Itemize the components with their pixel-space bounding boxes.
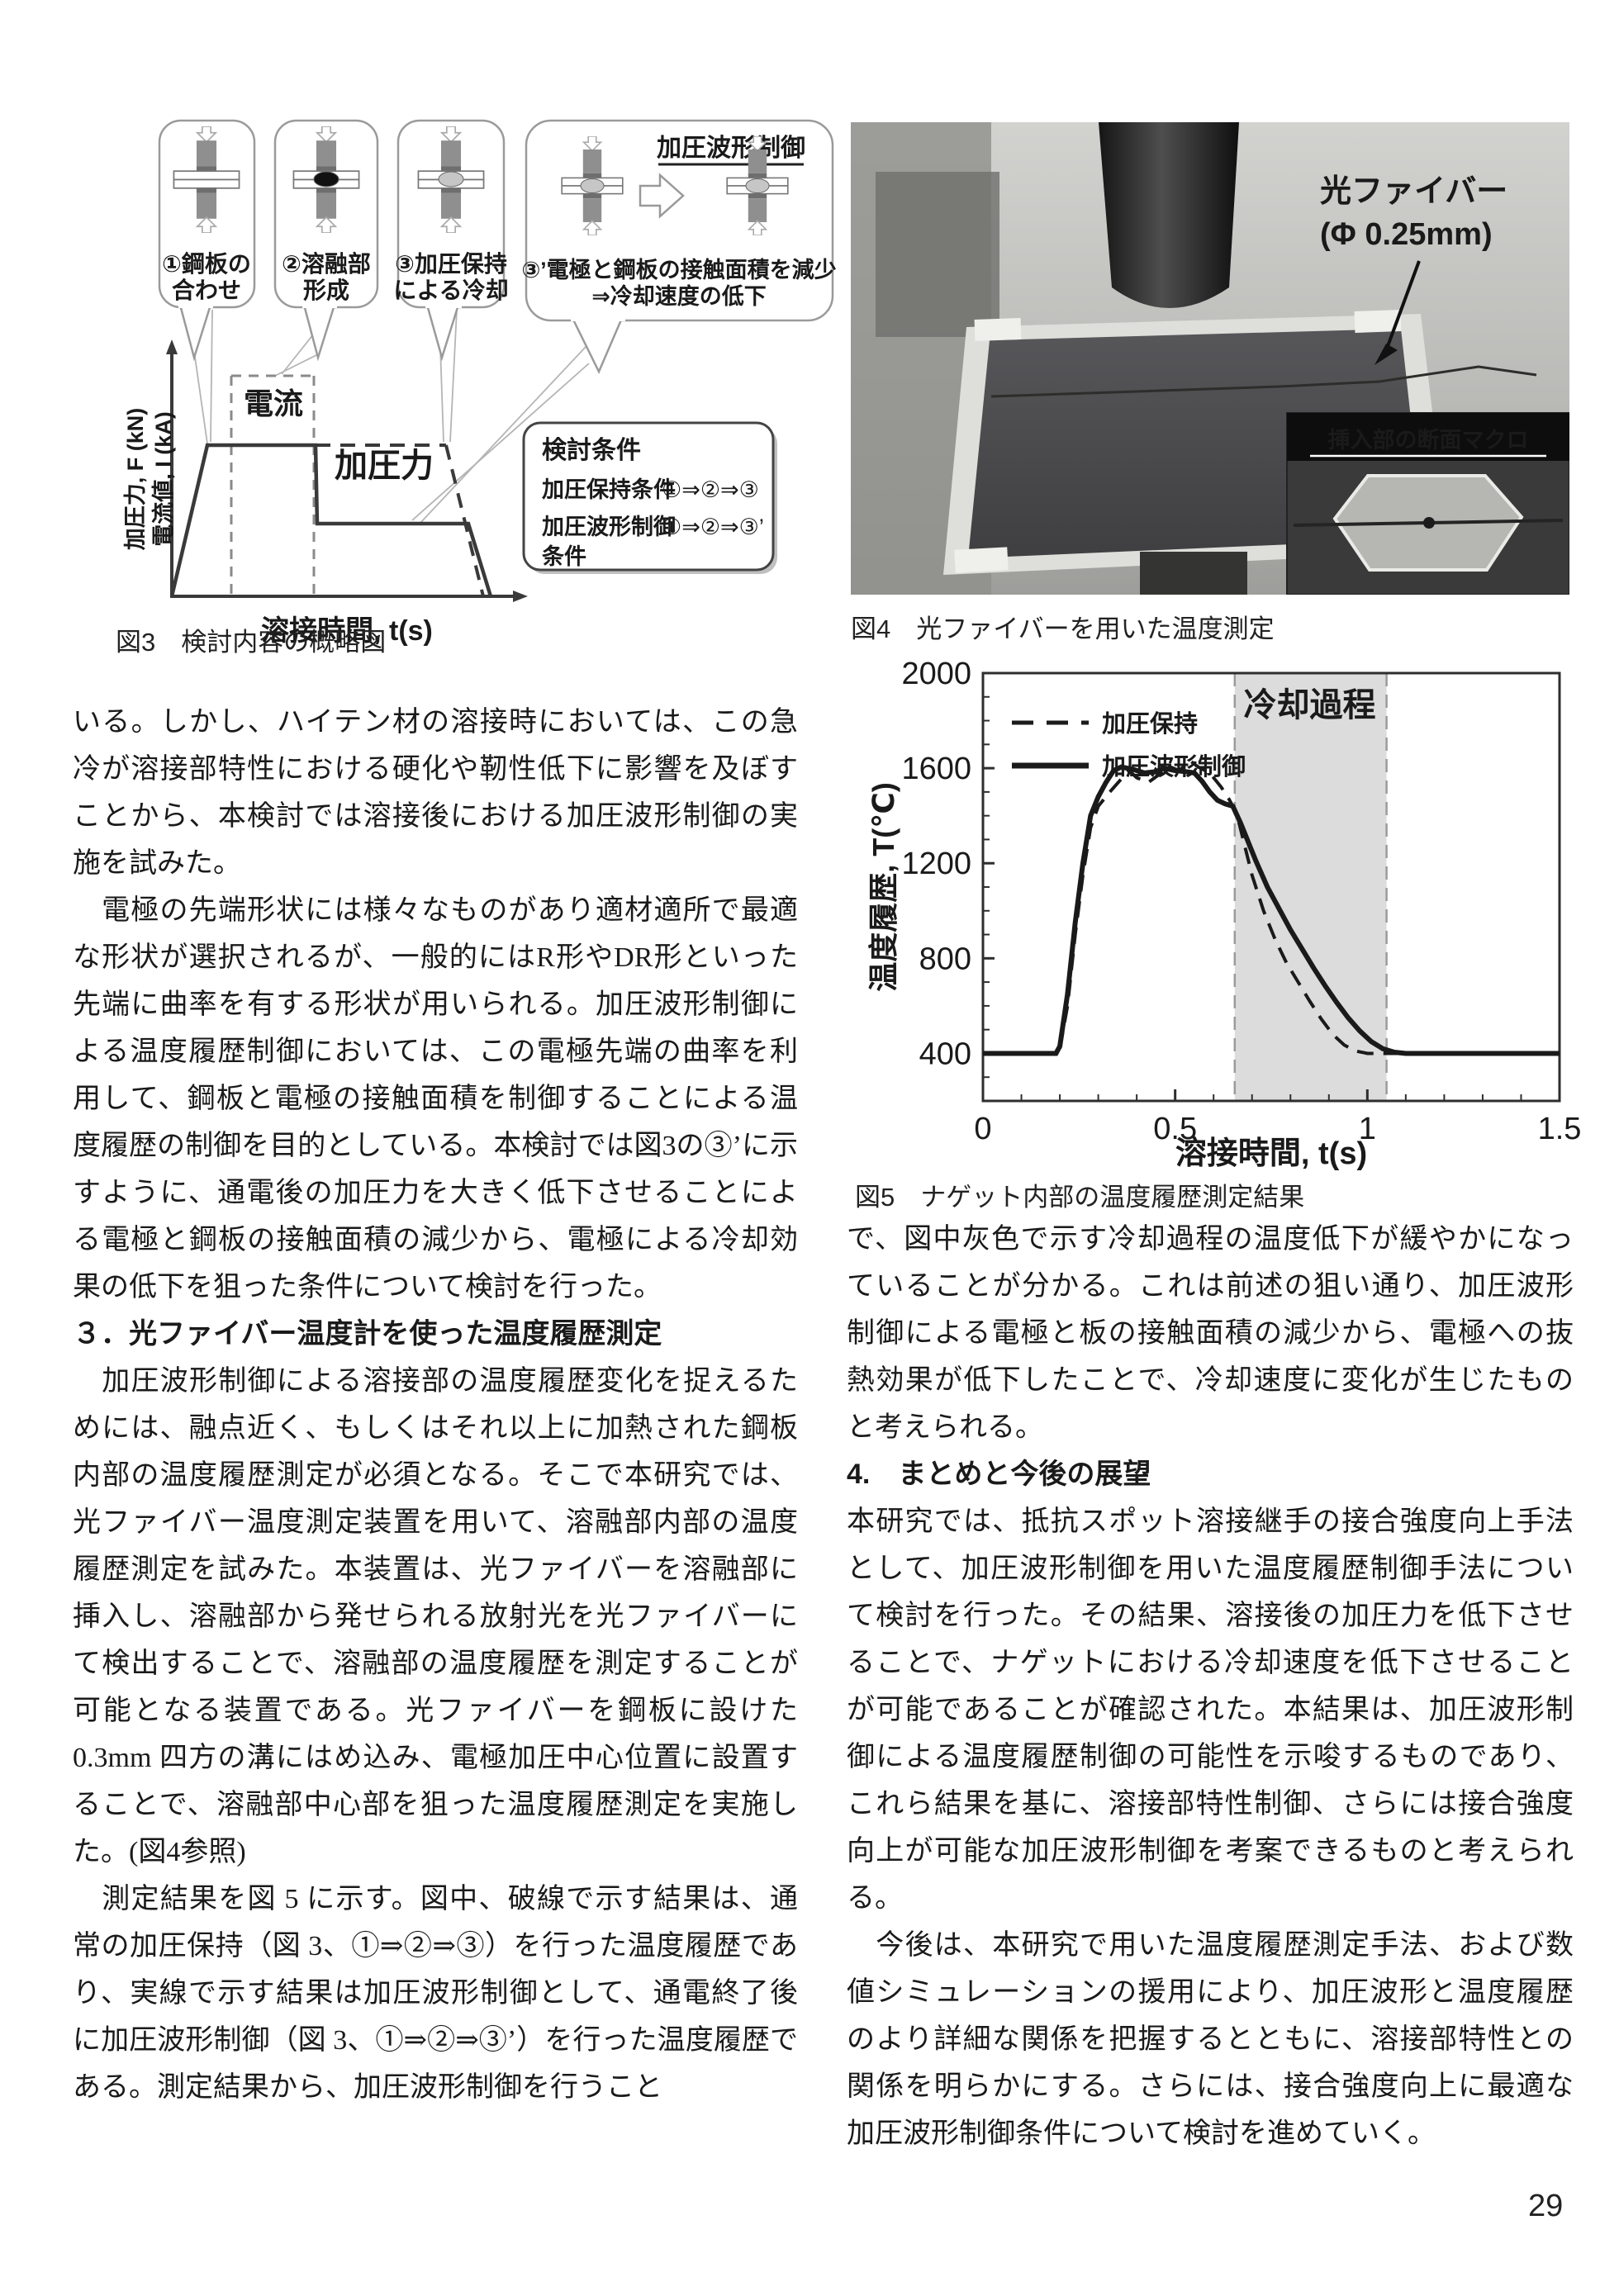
fiber-pointer-arrow [1383, 260, 1421, 356]
figure3-panel-4: 加圧波形制御 ③’電極と鋼板の接触面積を減少 ⇒冷却速度の低下 [521, 119, 837, 374]
x-tick-label: 0 [974, 1112, 991, 1146]
x-tick-label: 1 [1359, 1112, 1376, 1146]
svg-text:合わせ: 合わせ [172, 277, 241, 303]
cross-section-inset: 挿入部の断面マクロ [1286, 412, 1570, 595]
figure4-caption: 図4 光ファイバーを用いた温度測定 [851, 614, 1275, 643]
figure3-schematic: ①鋼板の 合わせ ②溶融部 形成 ③加圧保持 による冷却 [70, 70, 838, 673]
lower-electrode [1140, 552, 1247, 595]
inset-title: 挿入部の断面マクロ [1328, 427, 1529, 453]
fig5-xlabel: 溶接時間, t(s) [1175, 1136, 1367, 1171]
legend-加圧波形制御: 加圧波形制御 [1102, 753, 1246, 780]
nugget-cooling [438, 171, 464, 187]
conditions-title: 検討条件 [542, 436, 641, 464]
nugget-cooling [745, 178, 770, 193]
right-column: で、図中灰色で示す冷却過程の温度低下が緩やかになっていることが分かる。これは前述… [847, 1216, 1574, 2157]
x-tick-label: 0.5 [1153, 1112, 1197, 1146]
upper-electrode [1099, 122, 1239, 308]
figure3-svg: ①鋼板の 合わせ ②溶融部 形成 ③加圧保持 による冷却 [123, 119, 837, 647]
section4-heading: 4. まとめと今後の展望 [847, 1459, 1151, 1490]
transition-arrow-icon [639, 173, 685, 219]
panel2-label: ②溶融部 [282, 250, 371, 277]
y-tick-label: 800 [919, 942, 971, 976]
optical-fiber-line [990, 365, 1537, 398]
condition-row2-name: 加圧波形制御 [542, 515, 676, 539]
y-tick-label: 400 [919, 1037, 971, 1071]
figure4-photo-svg: 光ファイバー (Φ 0.25mm) 挿入部の断面マクロ [851, 122, 1570, 595]
paragraph: 電極の先端形状には様々なものがあり適材適所で最適な形状が選択されるが、一般的には… [73, 895, 798, 1302]
panel4-label: ③’電極と鋼板の接触面積を減少 [521, 258, 836, 282]
paragraph: 加圧波形制御による溶接部の温度履歴変化を捉えるためには、融点近く、もしくはそれ以… [73, 1366, 798, 1867]
fig3-xlabel: 溶接時間, t(s) [261, 615, 433, 647]
figure5-caption: 図5 ナゲット内部の温度履歴測定結果 [855, 1183, 1305, 1212]
force-label: 加圧力 [335, 448, 434, 484]
nugget-molten [313, 171, 339, 187]
x-tick-label: 1.5 [1538, 1112, 1582, 1146]
paragraph: いる。しかし、ハイテン材の溶接時においては、この急冷が溶接部特性における硬化や靭… [73, 707, 798, 879]
nugget-cooling [580, 178, 605, 193]
svg-text:⇒冷却速度の低下: ⇒冷却速度の低下 [591, 283, 767, 309]
condition-row1-name: 加圧保持条件 [542, 477, 676, 502]
cooling-region-label: 冷却過程 [1244, 687, 1376, 723]
fig3-ylabel-current: 電流値, I (kA) [151, 411, 176, 547]
series-加圧保持 [983, 758, 1560, 1055]
figure5-chart: 冷却過程 400 800 1200 1600 2000 0 0.5 1 1.5 加圧保持加圧波形制御… [843, 640, 1586, 1173]
paragraph: で、図中灰色で示す冷却過程の温度低下が緩やかになっていることが分かる。これは前述… [847, 1224, 1574, 1443]
svg-text:による冷却: による冷却 [393, 278, 508, 303]
section3-heading: ３．光ファイバー温度計を使った温度履歴測定 [73, 1318, 662, 1350]
condition-row2-name-cont: 条件 [542, 544, 586, 569]
condition-row1-value: ①⇒②⇒③ [662, 477, 759, 502]
current-label: 電流 [244, 387, 303, 420]
svg-text:形成: 形成 [303, 278, 349, 303]
y-tick-label: 1600 [901, 752, 971, 786]
condition-row2-value: ①⇒②⇒③’ [662, 515, 764, 539]
figure3-conditions-box: 検討条件 加圧保持条件 ①⇒②⇒③ 加圧波形制御 ①⇒②⇒③’ 条件 [522, 421, 777, 574]
figure5-chart-svg: 冷却過程 400 800 1200 1600 2000 0 0.5 1 1.5 加圧保持加圧波形制御… [866, 657, 1582, 1171]
figure3-panel-1: ①鋼板の 合わせ [158, 119, 256, 362]
figure3-panel-3: ③加圧保持 による冷却 [393, 119, 509, 362]
fig5-ylabel: 温度履歴, T(℃) [866, 782, 900, 992]
paragraph: 測定結果を図 5 に示す。図中、破線で示す結果は、通常の加圧保持（図 3、①⇒②… [73, 1884, 798, 2103]
figure3-graph: 電流 加圧力 加圧力, F (kN) 電流値, I (kA) 溶接時間, t(s… [123, 339, 528, 647]
panel1-label: ①鋼板の [162, 250, 251, 277]
y-tick-label: 1200 [901, 847, 971, 881]
paragraph: 本研究では、抵抗スポット溶接継手の接合強度向上手法として、加圧波形制御を用いた温… [847, 1506, 1574, 1914]
y-tick-label: 2000 [901, 657, 971, 691]
figure3-caption: 図3 検討内容の概略図 [116, 628, 387, 657]
figure4-photo: 光ファイバー (Φ 0.25mm) 挿入部の断面マクロ [851, 122, 1570, 595]
fiber-diameter-label: (Φ 0.25mm) [1320, 217, 1493, 252]
paragraph: 今後は、本研究で用いた温度履歴測定手法、および数値シミュレーションの援用により、… [847, 1930, 1574, 2149]
fiber-label: 光ファイバー [1320, 174, 1507, 209]
series-加圧波形制御 [983, 764, 1560, 1056]
left-column: いる。しかし、ハイテン材の溶接時においては、この急冷が溶接部特性における硬化や靭… [73, 699, 798, 2111]
figure3-panel-2: ②溶融部 形成 [273, 119, 379, 362]
page-number: 29 [1528, 2189, 1564, 2223]
panel3-label: ③加圧保持 [395, 251, 507, 277]
panel4-title: 加圧波形制御 [657, 135, 805, 162]
fig3-ylabel-force: 加圧力, F (kN) [123, 408, 148, 551]
legend-加圧保持: 加圧保持 [1102, 710, 1198, 738]
